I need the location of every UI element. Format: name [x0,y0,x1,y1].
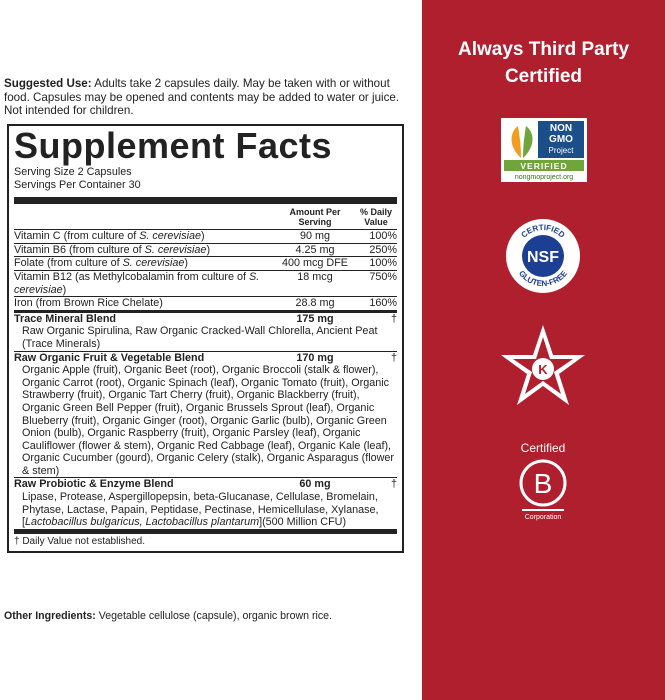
supplement-facts: Supplement Facts Serving Size 2 Capsules… [7,124,404,554]
logo-text: Project [549,146,575,155]
name-bg [538,121,584,158]
text-part: ) [201,230,205,243]
text: Vegetable cellulose (capsule), organic b… [98,610,332,622]
text-part: Iron (from Brown Rice Chelate) [14,297,163,310]
text-part: Organic Apple (fruit), Organic Beet (roo… [22,364,395,477]
dv-header: % Daily Value [359,207,392,228]
inner-circle [522,235,564,277]
nutrient-name: Iron (from Brown Rice Chelate) [14,297,275,310]
daily-value: 160% [369,297,397,310]
serving-info: Serving Size 2 Capsules Servings Per Con… [14,166,397,205]
suggested-use: Suggested Use: Adults take 2 capsules da… [4,77,414,118]
daily-value: 100% [369,257,397,270]
center-circle [532,358,554,380]
daily-value: † [390,351,397,364]
text-part: ](500 Million CFU) [259,516,347,529]
text-part: Vitamin B6 (from culture of [14,243,145,256]
blend-row: Trace Mineral Blend 175 mg † [14,309,397,326]
daily-value: 750% [369,270,397,283]
logo-text: NON [550,123,572,134]
servings-per-container: Servings Per Container 30 [14,178,141,191]
center-text: NSF [527,249,559,266]
letter: K [538,362,548,377]
logo-text: VERIFIED [520,161,567,171]
text-part: Lipase, Protease, Aspergillopepsin, beta… [22,491,379,529]
text-part: ) [206,243,211,256]
nutrient-name: Vitamin B6 (from culture of S. cerevisia… [14,244,275,257]
text-part: Lactobacillus bulgaricus, Lactobacillus … [25,516,260,529]
daily-value: † [390,312,397,325]
text-part: Raw Organic Spirulina, Raw Organic Crack… [22,325,378,350]
text-part: Folate (from culture of [14,257,123,270]
nutrient-row: Vitamin B6 (from culture of S. cerevisia… [14,242,397,257]
nutrient-row: Folate (from culture of S. cerevisiae) 40… [14,256,397,270]
certification-graphics: Always Third Party Certified NON GMO Pro… [457,39,630,521]
b-corp-logo: Certified B Corporation [519,441,567,521]
text-part: S. cerevisiae [122,257,185,270]
b-letter: B [534,468,553,499]
band [504,160,584,171]
other-ingredients: Other Ingredients: Vegetable cellulose (… [4,610,332,622]
facts-title: Supplement Facts [14,125,333,166]
text-part: S. cerevisiae [144,243,207,256]
footnote: † Daily Value not established. [14,528,397,552]
daily-value: 250% [369,243,397,256]
daily-value: † [390,478,397,491]
blend-row: Raw Organic Fruit & Vegetable Blend 170 m… [14,350,397,365]
daily-value: 100% [369,230,397,243]
amount: 90 mg [299,230,330,243]
nutrient-name: Vitamin C (from culture of S. cerevisiae… [14,230,275,243]
logo-text: GMO [549,134,573,145]
text-part: ) [62,283,67,296]
blend-ingredients: Organic Apple (fruit), Organic Beet (roo… [14,364,397,477]
serving-size: Serving Size 2 Capsules [14,166,132,178]
blend-name: Raw Probiotic & Enzyme Blend [14,478,174,491]
amount: 175 mg [296,312,334,325]
rows: Vitamin C (from culture of S. cerevisiae… [14,229,397,529]
b-top: Certified [521,441,566,455]
amount: 400 mcg DFE [281,257,348,270]
certification-panel: Always Third Party Certified NON GMO Pro… [422,0,665,700]
nsf-logo: CERTIFIED GLUTEN-FREE NSF [506,219,580,293]
kosher-logo: K [501,325,585,405]
label: Suggested Use: [4,77,92,90]
amount-header: Amount Per Serving [289,207,341,228]
amount: 170 mg [296,351,334,364]
blend-row: Raw Probiotic & Enzyme Blend 60 mg † [14,477,397,491]
text-part: Vitamin C (from culture of [14,230,140,243]
amount: 28.8 mg [295,297,335,310]
column-header: Amount Per Serving % Daily Value [14,204,397,229]
label: Other Ingredients: [4,610,96,622]
b-bottom: Corporation [525,514,562,521]
leaf [523,126,533,158]
blend-ingredients: Lipase, Protease, Aspergillopepsin, beta… [14,491,397,529]
text-part: ) [184,257,189,270]
non-gmo-logo: NON GMO Project VERIFIED nongmoproject.o… [501,118,587,182]
nutrient-row: Vitamin C (from culture of S. cerevisiae… [14,229,397,243]
logo-text: nongmoproject.org [515,174,573,181]
nutrient-name: Folate (from culture of S. cerevisiae) [14,257,275,270]
nutrient-row: Vitamin B12 (as Methylcobalamin from cul… [14,269,397,296]
text-part: S. cerevisiae [14,270,260,296]
nutrient-row: Iron (from Brown Rice Chelate) 28.8 mg 160… [14,296,397,310]
amount: 4.25 mg [295,243,335,256]
blend-name: Trace Mineral Blend [14,312,117,325]
text: Adults take 2 capsules daily. May be tak… [4,77,400,117]
text-part: Vitamin B12 (as Methylcobalamin from cul… [14,270,250,283]
amount: 60 mg [299,478,331,491]
blend-ingredients: Raw Organic Spirulina, Raw Organic Crack… [14,325,397,350]
title-wrap: Always Third Party Certified [457,39,630,87]
b-circle [519,459,567,507]
panel-title: Always Third Party Certified [457,39,630,87]
blend-name: Raw Organic Fruit & Vegetable Blend [14,351,205,364]
nutrient-name: Vitamin B12 (as Methylcobalamin from cul… [14,271,275,296]
text-part: S. cerevisiae [139,230,202,243]
leaf [511,126,521,158]
amount: 18 mcg [297,270,333,283]
